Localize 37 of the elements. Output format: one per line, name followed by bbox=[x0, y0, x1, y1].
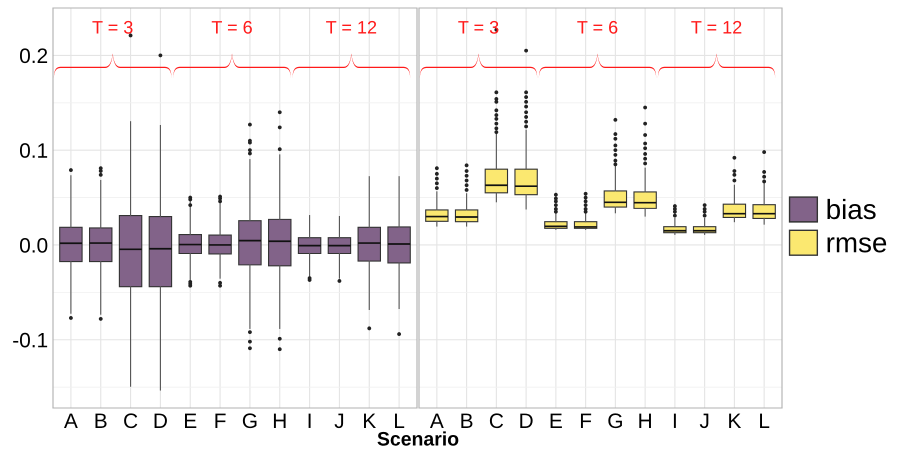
x-tick-label: B bbox=[461, 414, 472, 428]
legend-label: rmse bbox=[828, 237, 886, 252]
x-tick-label: E bbox=[550, 414, 562, 428]
x-tick-label: A bbox=[430, 414, 444, 428]
annotation: T = 12 bbox=[691, 20, 742, 34]
x-tick-label: G bbox=[242, 413, 256, 428]
x-tick-label: F bbox=[215, 414, 226, 428]
annotation: T = 12 bbox=[326, 20, 376, 34]
x-tick-label: H bbox=[639, 414, 651, 428]
y-tick-label: -0.1 bbox=[13, 332, 48, 348]
y-tick-label: 0.2 bbox=[20, 48, 48, 64]
x-tick-label: C bbox=[124, 413, 138, 428]
y-tick-label: 0.1 bbox=[20, 143, 48, 158]
x-axis-title: Scenario bbox=[377, 431, 458, 446]
x-tick-label: C bbox=[490, 413, 504, 428]
x-tick-label: H bbox=[274, 414, 286, 428]
x-tick-label: L bbox=[760, 414, 770, 428]
x-tick-label: K bbox=[729, 414, 742, 428]
x-tick-label: L bbox=[395, 414, 404, 428]
x-tick-label: D bbox=[520, 414, 533, 428]
y-tick-label: 0.0 bbox=[20, 238, 48, 253]
x-tick-label: I bbox=[674, 414, 676, 428]
x-tick-label: A bbox=[64, 414, 78, 428]
x-tick-label: I bbox=[308, 414, 311, 428]
annotation: T = 6 bbox=[577, 20, 618, 34]
annotation: T = 3 bbox=[458, 20, 498, 34]
x-tick-label: J bbox=[334, 414, 344, 428]
x-tick-label: E bbox=[185, 414, 196, 428]
annotation: T = 3 bbox=[92, 20, 133, 34]
x-tick-label: B bbox=[96, 414, 107, 428]
x-tick-label: G bbox=[608, 413, 622, 428]
legend-label: bias bbox=[827, 198, 876, 220]
x-tick-label: J bbox=[700, 414, 708, 428]
x-tick-label: F bbox=[580, 414, 592, 428]
x-tick-label: D bbox=[154, 414, 167, 428]
annotation: T = 6 bbox=[212, 20, 252, 34]
x-tick-label: K bbox=[364, 414, 376, 428]
